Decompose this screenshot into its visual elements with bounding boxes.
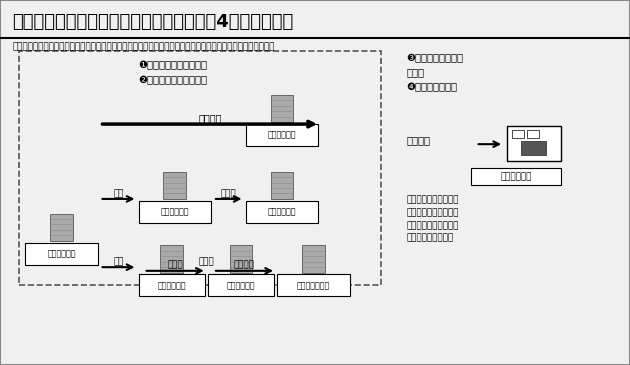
Bar	[521, 141, 546, 155]
Text: 再委託: 再委託	[168, 261, 183, 270]
Text: 再委託: 再委託	[220, 189, 237, 198]
Text: キュービクル: キュービクル	[500, 172, 532, 181]
Bar	[471, 168, 561, 185]
Text: 委託: 委託	[113, 189, 123, 198]
Bar	[507, 126, 561, 161]
Text: ビル管理会社: ビル管理会社	[227, 281, 255, 290]
Text: ❸点検単価の妥当性
　検証
❹遠隔監視の導入: ❸点検単価の妥当性 検証 ❹遠隔監視の導入	[406, 53, 463, 92]
Text: ビル管理会社: ビル管理会社	[161, 207, 189, 216]
Bar	[512, 130, 524, 138]
Text: 保守点検: 保守点検	[406, 135, 430, 145]
Text: ❶点検業者への直接委託
❷民間の点検業者の活用: ❶点検業者への直接委託 ❷民間の点検業者の活用	[139, 60, 208, 85]
Text: 電気設備保守点検費用の見直しにおける　4つのポイント: 電気設備保守点検費用の見直しにおける 4つのポイント	[13, 13, 294, 31]
Text: 個人の技術者: 個人の技術者	[268, 207, 296, 216]
Bar	[25, 243, 98, 265]
Bar	[246, 124, 318, 146]
Text: 再々委託: 再々委託	[234, 261, 255, 270]
Text: 民間の点検会社: 民間の点検会社	[297, 281, 330, 290]
Text: 再委託: 再委託	[199, 257, 214, 266]
Bar	[229, 245, 252, 273]
Bar	[139, 274, 205, 296]
Bar	[271, 95, 293, 122]
Bar	[164, 172, 186, 199]
Text: ビル管理会社: ビル管理会社	[158, 281, 186, 290]
Text: 直接委託: 直接委託	[198, 113, 222, 123]
Bar	[527, 130, 539, 138]
Text: 電気保安協会: 電気保安協会	[268, 131, 296, 139]
Bar	[208, 274, 274, 296]
Bar	[277, 274, 350, 296]
Bar	[271, 172, 293, 199]
Bar	[19, 51, 381, 285]
Text: 設備保有企業: 設備保有企業	[47, 249, 76, 258]
Bar	[302, 245, 325, 273]
Text: 委託: 委託	[113, 257, 123, 266]
Bar	[139, 201, 211, 223]
Text: 契約内容、点検内容の画面から見直しを行うことで、点検の質を落とすことなくコストマネジメントが可能です: 契約内容、点検内容の画面から見直しを行うことで、点検の質を落とすことなくコストマ…	[13, 42, 275, 51]
Bar	[246, 201, 318, 223]
Bar	[50, 214, 72, 241]
Text: 電力会社から供給され
る高圧電力を需要客が
使用できる定電圧に変
圧する受変電設備。: 電力会社から供給され る高圧電力を需要客が 使用できる定電圧に変 圧する受変電設…	[406, 195, 459, 243]
Bar	[160, 245, 183, 273]
